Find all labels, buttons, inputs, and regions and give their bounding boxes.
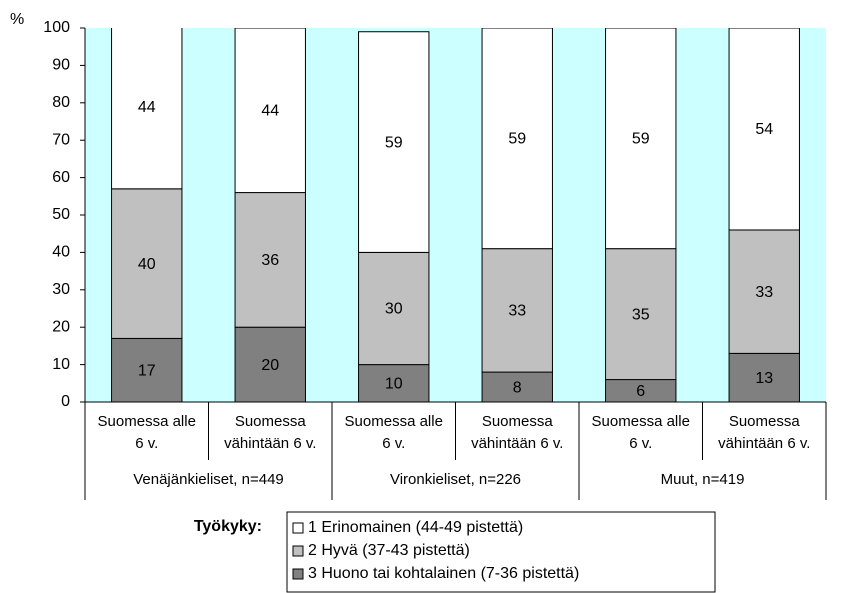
y-tick-label: 100 [43, 19, 70, 36]
bar-segment [605, 28, 677, 250]
data-label: 6 [636, 383, 645, 400]
data-label: 44 [261, 102, 279, 119]
y-tick-label: 60 [52, 169, 70, 186]
y-tick-label: 0 [61, 393, 70, 410]
bar-segment [358, 251, 430, 366]
legend-label: 1 Erinomainen (44-49 pistettä) [308, 519, 523, 536]
bar-segment [234, 192, 306, 328]
data-label: 59 [508, 131, 526, 148]
legend-label: 3 Huono tai kohtalainen (7-36 pistettä) [308, 565, 579, 582]
bar-segment [111, 28, 183, 190]
x-tick-label: Suomessa alle 6 v. [97, 413, 196, 452]
data-label: 59 [385, 134, 403, 151]
y-tick-label: 70 [52, 131, 70, 148]
bar-segment [605, 248, 677, 381]
data-label: 59 [632, 131, 650, 148]
bar-segment [481, 28, 553, 250]
bar-segment [481, 371, 553, 402]
y-tick-label: 40 [52, 244, 70, 261]
bar-segment [728, 28, 800, 231]
y-tick-label: 50 [52, 206, 70, 223]
y-axis-label: % [10, 11, 24, 28]
group-label: Muut, n=419 [660, 471, 745, 488]
y-tick-label: 30 [52, 281, 70, 298]
bar-segment [111, 188, 183, 339]
y-tick-label: 20 [52, 318, 70, 335]
y-tick-label: 90 [52, 57, 70, 74]
legend-swatch [292, 522, 304, 534]
data-label: 33 [508, 303, 526, 320]
bar-segment [358, 364, 430, 402]
data-label: 13 [755, 370, 773, 387]
x-tick-label: Suomessa alle 6 v. [344, 413, 443, 452]
y-tick-label: 10 [52, 356, 70, 373]
legend-swatch [292, 568, 304, 580]
legend-title: Työkyky: [194, 518, 262, 535]
legend-box [286, 511, 716, 593]
data-label: 35 [632, 306, 650, 323]
bar-segment [358, 31, 430, 253]
data-label: 20 [261, 357, 279, 374]
plot [111, 28, 800, 402]
group-label: Venäjänkieliset, n=449 [133, 471, 284, 488]
y-tick-label: 80 [52, 94, 70, 111]
bar-segment [728, 352, 800, 402]
data-label: 44 [138, 99, 156, 116]
data-label: 40 [138, 256, 156, 273]
group-label: Vironkieliset, n=226 [389, 471, 522, 488]
bar-segment [728, 229, 800, 354]
data-label: 10 [385, 376, 403, 393]
data-label: 54 [755, 121, 773, 138]
x-tick-label: Suomessa alle 6 v. [591, 413, 690, 452]
plot-background [85, 28, 826, 402]
bar-segment [234, 28, 306, 194]
data-label: 33 [755, 284, 773, 301]
legend-label: 2 Hyvä (37-43 pistettä) [308, 542, 470, 559]
data-label: 30 [385, 301, 403, 318]
x-tick-label: Suomessa vähintään 6 v. [471, 413, 564, 452]
data-label: 8 [513, 379, 522, 396]
legend-swatch [292, 545, 304, 557]
x-tick-label: Suomessa vähintään 6 v. [718, 413, 811, 452]
x-tick-label: Suomessa vähintään 6 v. [224, 413, 317, 452]
data-label: 36 [261, 252, 279, 269]
data-label: 17 [138, 362, 156, 379]
